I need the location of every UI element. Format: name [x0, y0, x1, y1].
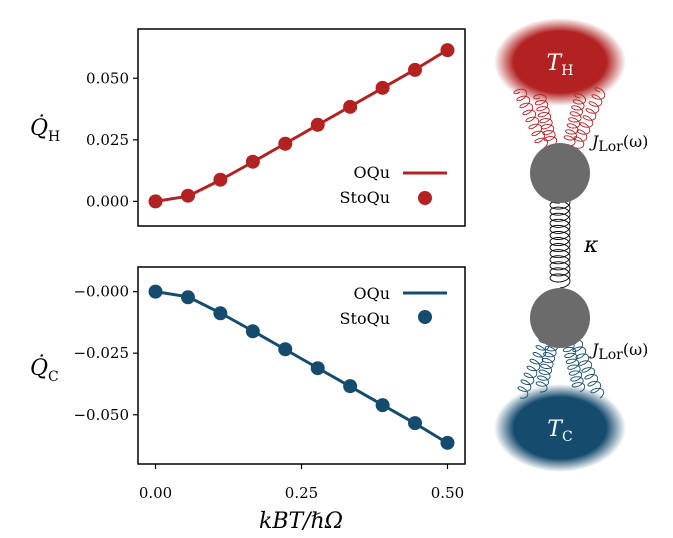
bottom-stoqu-point [343, 379, 358, 394]
top-stoqu-point [310, 117, 325, 132]
top-series [148, 43, 455, 209]
cold-bath [494, 384, 626, 472]
bottom-stoqu-point [180, 290, 195, 305]
top-stoqu-point [245, 154, 260, 169]
bottom-stoqu-point [310, 361, 325, 376]
top-y-tick-label: 0.000 [86, 192, 129, 210]
top-y-tick-label: 0.025 [86, 131, 129, 149]
spring-constant-label: κ [583, 233, 599, 258]
hot-bath-label: TH [547, 51, 574, 79]
top-plot-frame [137, 28, 466, 227]
bottom-stoqu-point [148, 284, 163, 299]
top-coupling-label: JLor(ω) [589, 132, 648, 155]
top-legend-oqu-label: OQu [353, 163, 390, 182]
top-oqu-line [155, 48, 449, 203]
bottom-stoqu-point [213, 306, 228, 321]
bottom-series [148, 284, 455, 450]
bottom-legend: OQu StoQu [340, 284, 447, 328]
x-tick-label: 0.00 [139, 484, 172, 502]
top-y-axis-label: Q̇H [30, 115, 60, 145]
x-tick-label: 0.50 [431, 484, 464, 502]
bottom-stoqu-point [408, 416, 423, 431]
bottom-y-tick-label: −0.025 [73, 344, 129, 362]
inter-oscillator-spring [549, 194, 571, 289]
bottom-y-axis-label: Q̇C [30, 355, 59, 385]
top-stoqu-point [278, 136, 293, 151]
x-tick-label: 0.25 [285, 484, 318, 502]
top-y-ticks: 0.000 0.025 0.050 [86, 69, 138, 210]
bottom-legend-stoqu-label: StoQu [340, 309, 390, 328]
cold-coupling-spring [517, 338, 550, 399]
top-oscillator-mass [530, 143, 590, 203]
top-y-tick-label: 0.050 [86, 69, 129, 87]
top-panel: 0.000 0.025 0.050 Q̇H OQu StoQu [30, 28, 466, 227]
top-stoqu-point [408, 62, 423, 77]
bottom-x-ticks: 0.00 0.25 0.50 [139, 464, 464, 502]
hot-coupling-spring [513, 88, 549, 149]
top-stoqu-point [213, 172, 228, 187]
top-stoqu-point [180, 188, 195, 203]
bottom-stoqu-point [278, 342, 293, 357]
hot-bath [494, 18, 626, 106]
top-legend-stoqu-label: StoQu [340, 188, 390, 207]
bottom-stoqu-point [245, 324, 260, 339]
top-legend-stoqu-swatch [418, 191, 432, 205]
bottom-stoqu-point [375, 398, 390, 413]
top-stoqu-point [440, 43, 455, 58]
bottom-oqu-line [155, 290, 449, 445]
x-axis-label: kBT/ℏΩ [259, 509, 343, 534]
cold-bath-label: TC [547, 417, 572, 445]
cold-coupling-spring [535, 340, 559, 393]
bottom-legend-stoqu-swatch [418, 310, 432, 324]
top-stoqu-point [148, 194, 163, 209]
bottom-stoqu-point [440, 435, 455, 450]
bottom-panel: −0.000 −0.025 −0.050 0.00 0.25 0.50 Q̇C kBT/… [30, 266, 466, 534]
cold-coupling-spring [561, 341, 586, 393]
bottom-coupling-label: JLor(ω) [589, 340, 648, 363]
top-legend: OQu StoQu [340, 163, 447, 207]
bottom-y-ticks: −0.000 −0.025 −0.050 [73, 283, 138, 424]
bottom-y-tick-label: −0.050 [73, 406, 129, 424]
top-stoqu-point [343, 99, 358, 114]
cold-coupling-spring [569, 339, 605, 399]
bottom-oscillator-mass [530, 288, 590, 348]
bottom-y-tick-label: −0.000 [73, 283, 129, 301]
bottom-legend-oqu-label: OQu [353, 284, 390, 303]
top-stoqu-point [375, 80, 390, 95]
schematic-diagram: TH TC JLor(ω) JLor(ω) κ [494, 18, 648, 472]
